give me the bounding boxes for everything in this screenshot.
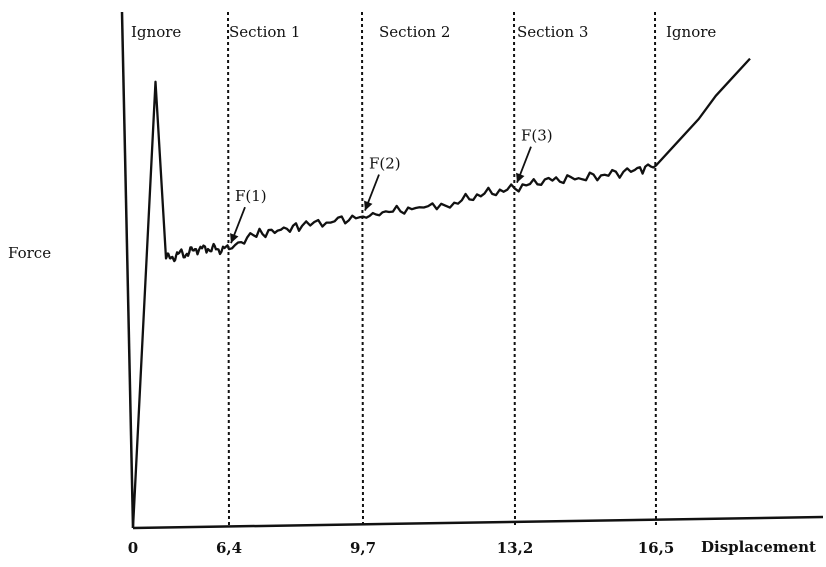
x-tick-label-5: 16,5 <box>638 539 675 557</box>
section-header-3: Section 2 <box>379 23 450 41</box>
x-axis <box>132 515 824 530</box>
force-annotations: F(1) F(2) F(3) <box>230 127 553 244</box>
y-axis-label: Force <box>8 244 51 262</box>
section-divider-2 <box>361 11 364 528</box>
section-headers: Ignore Section 1 Section 2 Section 3 Ignore <box>131 23 716 41</box>
section-header-4: Section 3 <box>517 23 588 41</box>
section-divider-4 <box>654 11 657 528</box>
x-tick-label-3: 9,7 <box>350 539 376 557</box>
x-tick-label-2: 6,4 <box>216 539 242 557</box>
axes <box>120 11 824 530</box>
annotation-f3-arrow-head <box>516 172 525 183</box>
section-dividers <box>227 11 657 528</box>
section-header-1: Ignore <box>131 23 181 41</box>
x-axis-label: Displacement <box>701 538 816 556</box>
x-tick-labels: 0 6,4 9,7 13,2 16,5 <box>128 539 674 557</box>
section-divider-1 <box>227 11 230 528</box>
x-tick-label-1: 0 <box>128 539 138 557</box>
annotation-f3-label: F(3) <box>521 127 553 145</box>
annotation-f1-label: F(1) <box>235 187 267 205</box>
y-axis <box>120 11 135 529</box>
force-curve <box>131 57 751 529</box>
section-header-5: Ignore <box>666 23 716 41</box>
x-tick-label-4: 13,2 <box>497 539 534 557</box>
annotation-f2-arrow-head <box>364 200 373 211</box>
annotation-f2-label: F(2) <box>369 155 401 173</box>
section-divider-3 <box>513 11 516 528</box>
section-header-2: Section 1 <box>229 23 300 41</box>
annotation-f1-arrow-head <box>230 233 239 244</box>
series-group <box>131 57 751 529</box>
